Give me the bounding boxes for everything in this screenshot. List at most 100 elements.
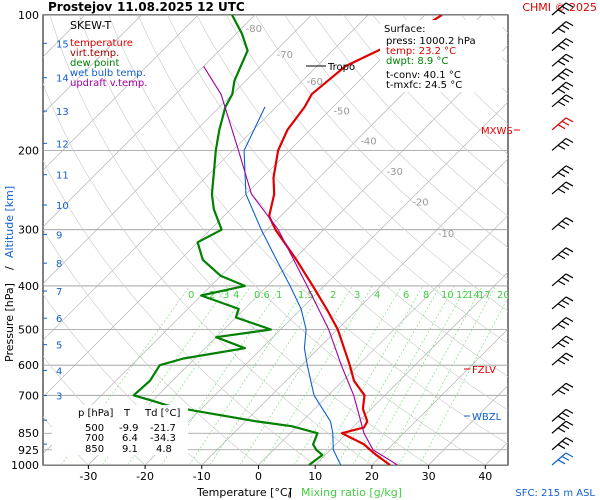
x-tick-label: 20 <box>365 470 379 483</box>
wind-barb-flag <box>557 359 566 365</box>
mixing-ratio-line <box>398 285 496 465</box>
wind-barb-flag <box>561 41 570 47</box>
mixing-ratio-line <box>293 285 403 465</box>
isotherm-line <box>43 15 142 114</box>
dry-adiabat <box>284 15 508 248</box>
isotherm-line <box>201 158 508 465</box>
wind-barb-flag <box>561 386 570 392</box>
isotherm-label: -10 <box>438 229 454 240</box>
wind-barb-staff <box>551 21 567 35</box>
wind-barb-flag <box>565 408 574 414</box>
isotherm-line <box>258 215 508 465</box>
wind-barb-flag <box>561 440 570 446</box>
legend: SKEW-T temperature virt.temp. dew point … <box>70 19 147 89</box>
surface-box-bg <box>380 20 502 92</box>
pressure-tick-label: 200 <box>18 144 39 157</box>
isotherm-line <box>542 15 600 465</box>
x-tick-label: 40 <box>478 470 492 483</box>
table-cell: 500 <box>85 423 104 434</box>
wind-barb-staff <box>551 117 567 131</box>
wind-barb-staff <box>551 217 567 231</box>
legend-item-wet-bulb: wet bulb temp. <box>70 68 146 79</box>
wind-barb-flag <box>557 254 566 260</box>
altitude-tick-label: 4 <box>56 366 62 377</box>
mixing-ratio-line <box>419 296 508 465</box>
x-axis-title-mixing: Mixing ratio [g/kg] <box>301 486 402 499</box>
altitude-tick-label: 15 <box>56 39 69 50</box>
wind-barb-flag <box>565 68 574 74</box>
wind-barb-flag <box>565 352 574 358</box>
wind-barb-flag <box>561 141 570 147</box>
altitude-tick-label: 7 <box>56 287 62 298</box>
altitude-tick-label: 5 <box>56 341 62 352</box>
isotherm-line <box>43 15 256 228</box>
table-cell: 6.4 <box>122 433 138 444</box>
wind-barb-flag <box>565 81 574 87</box>
table-header-p: p [hPa] <box>78 408 113 419</box>
mxws-label: MXWS <box>481 126 513 137</box>
wind-barb-flag <box>561 85 570 91</box>
mixing-ratio-label: 25 <box>516 290 529 301</box>
x-axis-title-temperature: Temperature [°C] <box>196 486 292 499</box>
wind-barb-staff <box>551 94 567 108</box>
wind-barb-staff <box>551 247 567 261</box>
wind-barb-flag <box>565 2 574 8</box>
mixing-ratio-label: 12 <box>456 290 469 301</box>
wind-barb-flag <box>565 165 574 171</box>
altitude-tick-label: 13 <box>56 107 69 118</box>
profile-dew-point <box>132 15 324 465</box>
mixing-ratio-line <box>261 285 373 465</box>
wind-barb-staff <box>551 382 567 396</box>
wind-barb-flag <box>557 444 566 450</box>
mixing-ratio-line <box>209 285 326 465</box>
wind-barb-flag <box>565 137 574 143</box>
wind-barb-flag <box>561 356 570 362</box>
mixing-ratio-label: 2 <box>209 290 215 301</box>
isotherm-line <box>43 15 199 171</box>
wind-barb-flag <box>557 389 566 395</box>
wind-barb-flag <box>565 317 574 323</box>
mixing-ratio-label: 2 <box>330 290 336 301</box>
surface-temp: temp: 23.2 °C <box>386 46 456 57</box>
wind-barb-flag <box>561 455 570 461</box>
wind-barb-flag <box>565 181 574 187</box>
profile-wet-bulb-temp <box>243 106 342 465</box>
isotherm-label: -20 <box>412 198 428 209</box>
altitude-tick-label: 8 <box>56 259 62 270</box>
mixing-ratio-line <box>336 285 441 465</box>
mixing-ratio-line <box>317 285 424 465</box>
mixing-ratio-label: 4 <box>233 290 239 301</box>
credit-text: CHMI © 2025 <box>522 1 597 14</box>
isotherm-line <box>314 271 508 465</box>
dry-adiabat <box>43 160 316 465</box>
isotherm-label: -30 <box>387 167 403 178</box>
wind-barb-staff <box>551 296 567 310</box>
wind-barb-flag <box>565 247 574 253</box>
data-table: p [hPa] T Td [°C] 500 -9.9 -21.7 700 6.4… <box>52 405 188 455</box>
dry-adiabat <box>255 15 508 280</box>
y-axis-title-altitude: Altitude [km] <box>3 186 16 258</box>
altitude-tick-label: 14 <box>56 74 69 85</box>
wind-barb-flag <box>561 250 570 256</box>
wind-barb-staff <box>551 437 567 451</box>
mixing-ratio-label: 3 <box>223 290 229 301</box>
pressure-tick-label: 400 <box>18 280 39 293</box>
wind-barb-flag <box>557 144 566 150</box>
mixing-ratio-label: 10 <box>441 290 454 301</box>
legend-item-dew-point: dew point <box>70 58 119 69</box>
table-cell: -9.9 <box>119 423 139 434</box>
dry-adiabat <box>43 83 373 465</box>
profile-layer <box>132 15 443 465</box>
isotherm-label: -70 <box>277 50 293 61</box>
wind-barb-staff <box>551 273 567 287</box>
wind-barb-flag <box>565 382 574 388</box>
wind-barb-flag <box>557 124 566 130</box>
dry-adiabat <box>549 15 600 465</box>
mixing-ratio-label: 14 <box>467 290 480 301</box>
altitude-tick-label: 12 <box>56 139 69 150</box>
x-tick-label: 10 <box>308 470 322 483</box>
isotherm-line <box>43 15 312 284</box>
pressure-tick-label: 600 <box>18 359 39 372</box>
wind-barb-flag <box>557 342 566 348</box>
wind-barb-flag <box>565 21 574 27</box>
